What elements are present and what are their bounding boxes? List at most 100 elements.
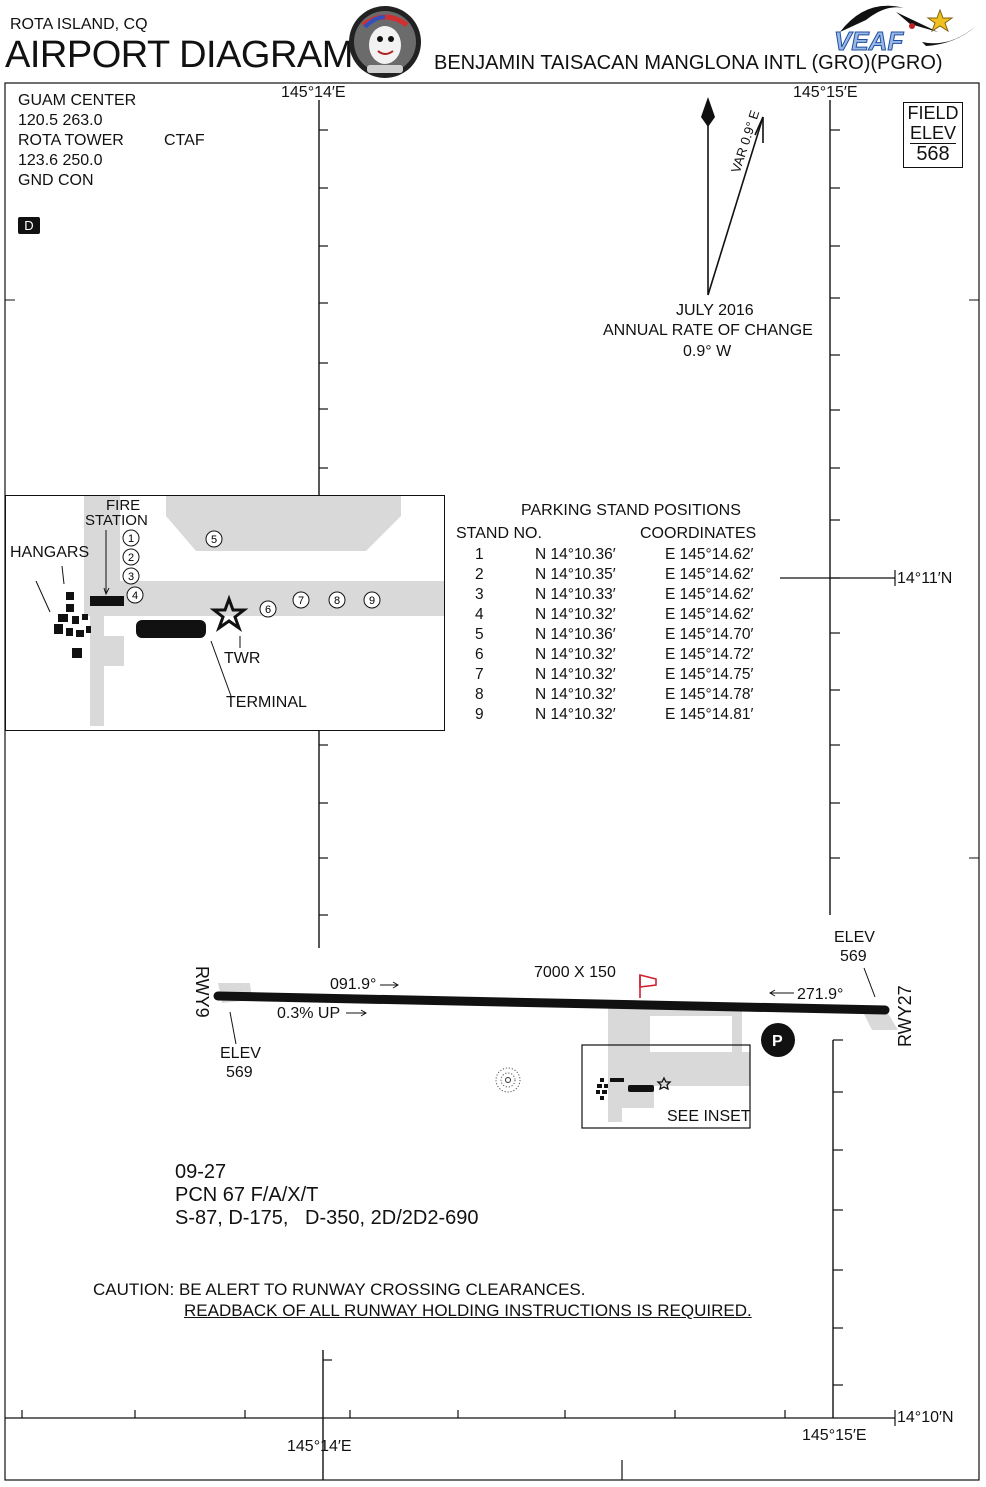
runway-strength: S-87, D-175, D-350, 2D/2D2-690 [175, 1207, 479, 1229]
freq-gnd-con: GND CON [18, 172, 94, 189]
freq-guam-center: GUAM CENTER [18, 92, 137, 109]
lon-east-top: 145°15′E [793, 84, 858, 101]
elev-east-value: 569 [840, 948, 867, 965]
freq-guam-values: 120.5 263.0 [18, 112, 103, 129]
caution-line-1: CAUTION: BE ALERT TO RUNWAY CROSSING CLE… [93, 1280, 586, 1299]
parking-col-stand: STAND NO. [456, 525, 542, 542]
rotating-beacon-icon [495, 1067, 521, 1093]
elev-west-value: 569 [226, 1064, 253, 1081]
veaf-logo-icon: VEAF [834, 5, 976, 56]
field-elev-value: 568 [910, 143, 956, 164]
windsock-icon [639, 973, 657, 998]
runway-designation: 09-27 [175, 1161, 227, 1183]
stand-marker-circle [328, 591, 346, 609]
north-arrow-graphic [701, 97, 764, 296]
magnetic-north-line [707, 116, 764, 296]
stand-marker-circle [122, 567, 140, 585]
corsair-emblem-icon [349, 6, 421, 78]
stand-marker-label: 9 [369, 595, 375, 607]
mini-facilities-icon [596, 1078, 654, 1100]
stand-marker-circle [292, 591, 310, 609]
parking-title: PARKING STAND POSITIONS [521, 502, 741, 519]
stand-longitude: E 145°14.75′ [665, 666, 754, 683]
stand-number: 3 [475, 586, 484, 603]
twr-label: TWR [224, 650, 261, 667]
location-label: ROTA ISLAND, CQ [10, 16, 148, 33]
magvar-rate-label: ANNUAL RATE OF CHANGE [603, 322, 813, 339]
stand-marker-circle [363, 591, 381, 609]
stand-longitude: E 145°14.62′ [665, 586, 754, 603]
field-elev-label1: FIELD [907, 103, 959, 123]
stand-latitude: N 14°10.32′ [535, 706, 616, 723]
fire-label-1: FIRE [106, 497, 141, 514]
fire-label-2: STATION [85, 512, 148, 529]
inset-box: 1 2 3 4 5 6 7 8 9 FIRE STATION HANGARS TWR TERMI… [5, 495, 445, 731]
stand-longitude: E 145°14.81′ [665, 706, 754, 723]
rwy9-heading: 091.9° [330, 976, 377, 993]
lon-west-top: 145°14′E [281, 84, 346, 101]
inset-taxiway-south [90, 616, 104, 726]
stand-longitude: E 145°14.62′ [665, 606, 754, 623]
freq-rota-tower: ROTA TOWER [18, 132, 124, 149]
stand-marker-label: 8 [334, 595, 340, 607]
stand-longitude: E 145°14.62′ [665, 566, 754, 583]
lon-east-bottom: 145°15′E [802, 1427, 867, 1444]
tower-star-icon [209, 594, 249, 632]
stand-number: 2 [475, 566, 484, 583]
lat-north-label: 14°11′N [897, 570, 953, 587]
caution-line-2: READBACK OF ALL RUNWAY HOLDING INSTRUCTI… [184, 1301, 752, 1320]
see-inset-box [581, 1044, 751, 1129]
inset-upper-apron [166, 496, 401, 551]
terminal-leader [210, 640, 232, 697]
stand-latitude: N 14°10.35′ [535, 566, 616, 583]
stand-latitude: N 14°10.36′ [535, 546, 616, 563]
stand-markers: 1 2 3 4 5 6 7 8 9 [122, 529, 381, 618]
parking-p-icon [761, 1023, 795, 1057]
diagram-title: AIRPORT DIAGRAM [5, 34, 353, 76]
runway-dimensions: 7000 X 150 [534, 964, 616, 981]
stand-longitude: E 145°14.78′ [665, 686, 754, 703]
veaf-logo-text: VEAF [834, 26, 904, 56]
stand-marker-circle [122, 529, 140, 547]
rwy9-gradient: 0.3% UP [277, 1005, 341, 1022]
runway-09-27 [213, 991, 890, 1015]
stand-marker-circle [122, 548, 140, 566]
stand-latitude: N 14°10.32′ [535, 646, 616, 663]
frame-border [4, 82, 980, 1481]
stand-longitude: E 145°14.62′ [665, 546, 754, 563]
magvar-date: JULY 2016 [676, 302, 754, 319]
stand-marker-circle [205, 530, 223, 548]
stand-number: 5 [475, 626, 484, 643]
stand-latitude: N 14°10.32′ [535, 666, 616, 683]
lat-south-label: 14°10′N [897, 1409, 954, 1426]
rwy27-blast-pad [862, 1010, 898, 1030]
magvar-rate-value: 0.9° W [683, 343, 732, 360]
see-inset-label: SEE INSET [667, 1108, 751, 1125]
hangars-leader-2 [61, 565, 65, 585]
atis-d-badge: D [18, 217, 40, 234]
stand-marker-label: 1 [128, 533, 134, 545]
stand-marker-label: 3 [128, 571, 134, 583]
stand-number: 8 [475, 686, 484, 703]
airport-name: BENJAMIN TAISACAN MANGLONA INTL (GRO)(PG… [434, 52, 943, 74]
stand-latitude: N 14°10.36′ [535, 626, 616, 643]
stand-marker-label: 5 [211, 534, 217, 546]
terminal-label: TERMINAL [226, 694, 307, 711]
inset-map: 1 2 3 4 5 6 7 8 9 [35, 496, 444, 726]
stand-longitude: E 145°14.72′ [665, 646, 754, 663]
mini-tower-icon [656, 1076, 672, 1091]
field-elev-box: FIELD ELEV 568 [903, 102, 963, 168]
elev-west-leader [229, 1011, 237, 1045]
inset-hangars-icon [54, 592, 91, 658]
elev-east-leader [863, 967, 876, 998]
stand-number: 6 [475, 646, 484, 663]
stand-marker-circle [259, 600, 277, 618]
stand-marker-label: 6 [265, 604, 271, 616]
runway-pcn: PCN 67 F/A/X/T [175, 1184, 319, 1206]
fire-station-icon [90, 596, 124, 606]
stand-latitude: N 14°10.32′ [535, 686, 616, 703]
lon-west-bottom: 145°14′E [287, 1438, 352, 1455]
stand-marker-label: 2 [128, 552, 134, 564]
